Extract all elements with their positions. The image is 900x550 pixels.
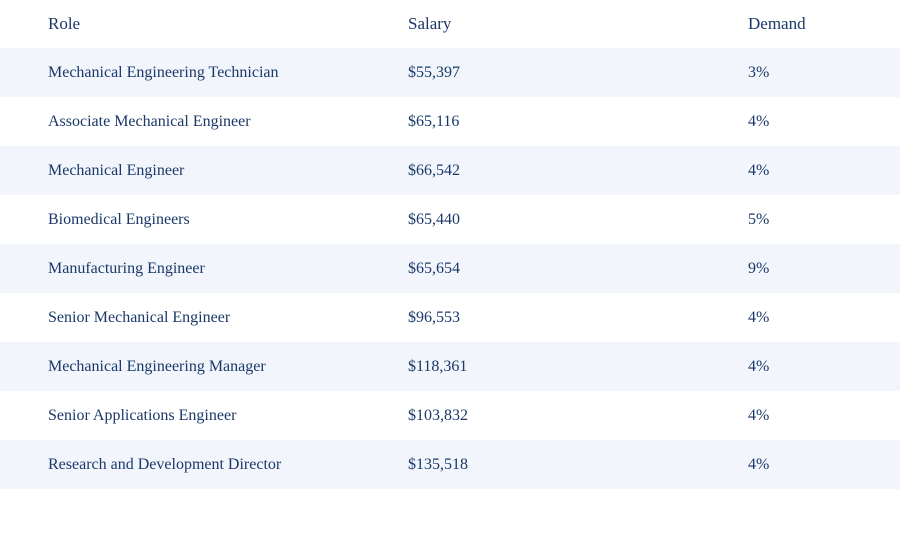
cell-demand: 4% [748,309,872,327]
table-row: Manufacturing Engineer $65,654 9% [0,244,900,293]
cell-demand: 9% [748,260,872,278]
table-row: Mechanical Engineering Technician $55,39… [0,48,900,97]
cell-role: Mechanical Engineering Manager [48,358,408,376]
cell-role: Senior Mechanical Engineer [48,309,408,327]
table-row: Mechanical Engineering Manager $118,361 … [0,342,900,391]
cell-role: Mechanical Engineer [48,162,408,180]
table-row: Senior Mechanical Engineer $96,553 4% [0,293,900,342]
salary-table: Role Salary Demand Mechanical Engineerin… [0,0,900,489]
cell-salary: $65,654 [408,260,748,278]
table-row: Research and Development Director $135,5… [0,440,900,489]
cell-salary: $135,518 [408,456,748,474]
cell-role: Associate Mechanical Engineer [48,113,408,131]
table-header-row: Role Salary Demand [0,0,900,48]
cell-salary: $103,832 [408,407,748,425]
cell-role: Mechanical Engineering Technician [48,64,408,82]
col-header-demand: Demand [748,14,872,34]
cell-salary: $118,361 [408,358,748,376]
cell-salary: $96,553 [408,309,748,327]
col-header-salary: Salary [408,14,748,34]
cell-demand: 4% [748,162,872,180]
cell-salary: $65,116 [408,113,748,131]
cell-role: Manufacturing Engineer [48,260,408,278]
cell-salary: $66,542 [408,162,748,180]
table-row: Associate Mechanical Engineer $65,116 4% [0,97,900,146]
cell-demand: 4% [748,407,872,425]
col-header-role: Role [48,14,408,34]
cell-demand: 4% [748,358,872,376]
cell-salary: $55,397 [408,64,748,82]
cell-demand: 3% [748,64,872,82]
cell-demand: 4% [748,456,872,474]
cell-demand: 4% [748,113,872,131]
cell-role: Biomedical Engineers [48,211,408,229]
table-row: Senior Applications Engineer $103,832 4% [0,391,900,440]
cell-salary: $65,440 [408,211,748,229]
table-row: Mechanical Engineer $66,542 4% [0,146,900,195]
cell-demand: 5% [748,211,872,229]
cell-role: Research and Development Director [48,456,408,474]
table-row: Biomedical Engineers $65,440 5% [0,195,900,244]
cell-role: Senior Applications Engineer [48,407,408,425]
